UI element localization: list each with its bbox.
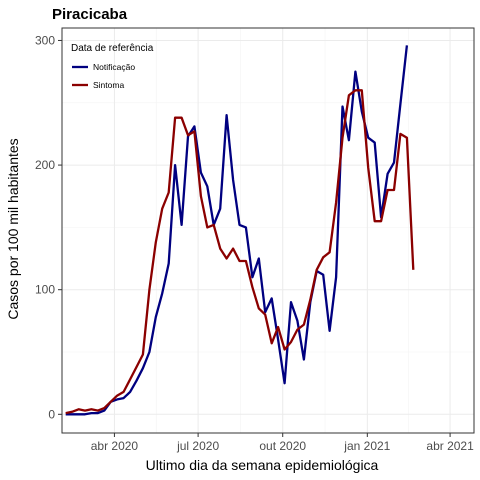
chart-title: Piracicaba — [52, 6, 128, 23]
x-tick-label: out 2020 — [259, 439, 306, 453]
grid-minor — [62, 28, 474, 433]
y-axis: 0 100 200 300 — [35, 33, 62, 421]
legend-items: Notificação Sintoma — [72, 62, 135, 90]
series-line — [65, 45, 409, 416]
legend-title: Data de referência — [71, 43, 154, 54]
x-axis: abr 2020 jul 2020 out 2020 jan 2021 abr 2021 — [91, 433, 474, 453]
x-tick-label: abr 2021 — [426, 439, 474, 453]
legend-item: Sintoma — [72, 80, 124, 90]
legend: Data de referência Notificação Sintoma — [71, 43, 154, 90]
y-tick-label: 0 — [48, 407, 55, 421]
x-axis-title: Ultimo dia da semana epidemiológica — [146, 457, 379, 473]
x-tick-label: jan 2021 — [343, 439, 390, 453]
legend-label: Sintoma — [93, 80, 124, 90]
plot-border — [61, 27, 475, 434]
series-line — [65, 89, 415, 415]
legend-label: Notificação — [93, 62, 135, 72]
y-tick-label: 100 — [35, 283, 55, 297]
y-tick-label: 200 — [35, 158, 55, 172]
y-axis-title: Casos por 100 mil habitantes — [5, 138, 21, 319]
plot-area — [61, 27, 475, 434]
x-tick-label: abr 2020 — [91, 439, 139, 453]
grid-major — [62, 28, 474, 433]
legend-item: Notificação — [72, 62, 135, 72]
x-tick-label: jul 2020 — [176, 439, 219, 453]
series-lines — [65, 45, 415, 416]
y-tick-label: 300 — [35, 33, 55, 47]
plot-panel — [62, 28, 474, 433]
